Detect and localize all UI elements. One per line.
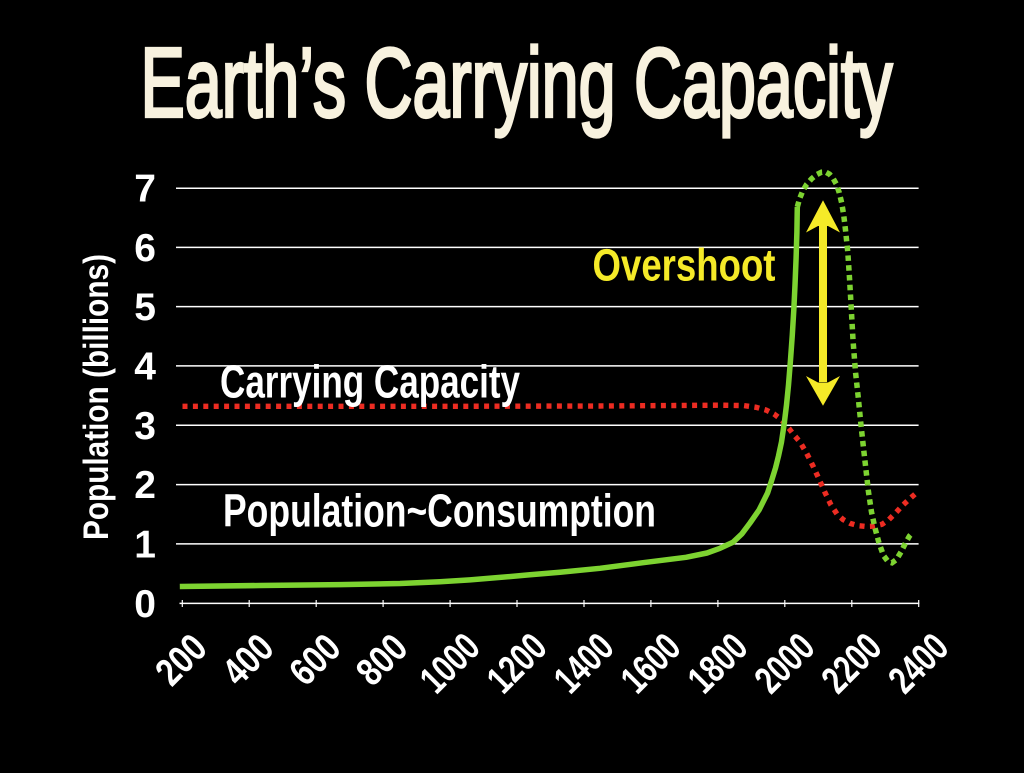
svg-text:4: 4 [134,346,156,389]
svg-text:Population~Consumption: Population~Consumption [223,484,656,536]
svg-text:Earth’s Carrying Capacity: Earth’s Carrying Capacity [141,28,893,138]
svg-text:6: 6 [134,227,156,270]
svg-text:2: 2 [134,464,156,507]
svg-text:5: 5 [134,286,156,329]
svg-text:Population (billions): Population (billions) [77,254,116,540]
svg-text:1: 1 [134,524,156,567]
svg-text:0: 0 [134,583,156,626]
svg-text:Carrying Capacity: Carrying Capacity [220,356,520,408]
svg-text:7: 7 [134,168,156,211]
svg-text:Overshoot: Overshoot [593,240,776,291]
svg-text:3: 3 [134,405,156,448]
